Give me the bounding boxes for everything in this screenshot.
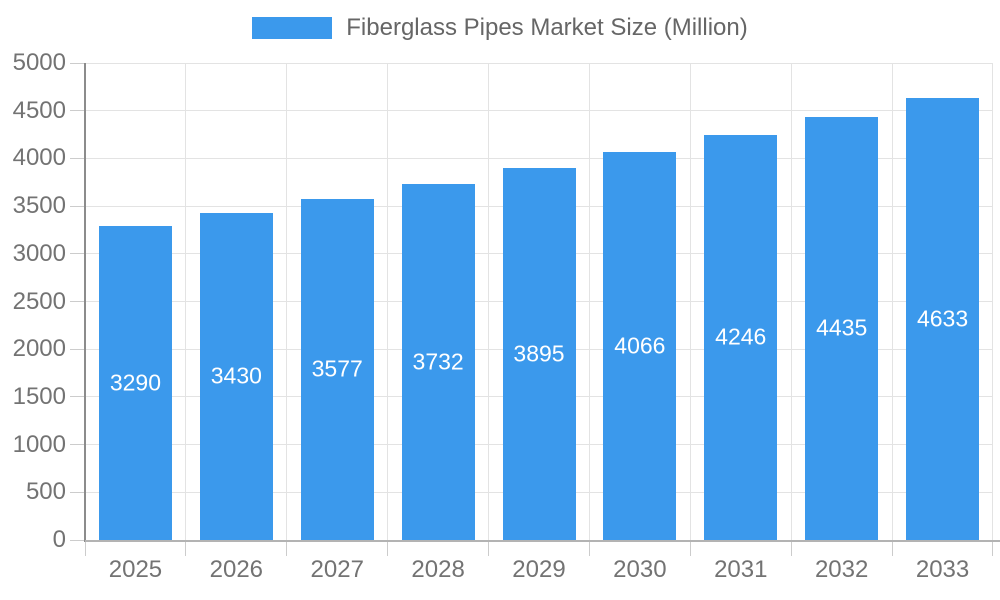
bar-value-label: 3732 xyxy=(412,348,464,375)
plot-area: 0 500 1000 1500 2000 2500 3000 3500 4000 4500 5000… xyxy=(13,51,993,582)
bar-2028[interactable] xyxy=(401,183,475,540)
y-axis-tick xyxy=(70,396,85,398)
x-axis-tick xyxy=(588,540,590,556)
y-axis-tick xyxy=(70,62,85,64)
y-axis-tick-label: 4000 xyxy=(12,144,66,172)
x-axis-tick-label: 2026 xyxy=(209,556,264,583)
y-axis-tick xyxy=(70,301,85,302)
bar-2027[interactable] xyxy=(300,198,374,540)
y-axis-tick xyxy=(70,491,85,493)
y-axis-tick xyxy=(70,205,85,207)
bar-value-label: 3290 xyxy=(109,369,162,396)
y-axis-line xyxy=(84,63,86,542)
bar-value-label: 4246 xyxy=(715,323,767,350)
y-axis-tick-label: 3000 xyxy=(12,239,66,267)
bar-value-label: 4633 xyxy=(916,305,969,332)
y-axis-tick xyxy=(70,444,85,446)
bar-2031[interactable] xyxy=(704,134,778,540)
y-axis-tick-label: 2500 xyxy=(12,287,66,315)
x-axis-tick xyxy=(790,540,792,556)
x-axis-tick xyxy=(387,540,389,556)
x-axis-tick-label: 2033 xyxy=(915,556,970,583)
bar-value-label: 4435 xyxy=(816,314,868,341)
x-axis-tick-label: 2032 xyxy=(814,556,869,583)
y-axis-tick-label: 1500 xyxy=(12,382,66,410)
bar-2030[interactable] xyxy=(603,152,677,540)
bar-2032[interactable] xyxy=(805,116,879,540)
bar-2025[interactable] xyxy=(98,226,172,540)
legend-label: Fiberglass Pipes Market Size (Million) xyxy=(346,14,748,41)
gridline-vertical xyxy=(387,63,389,540)
bar-2033[interactable] xyxy=(906,98,980,540)
x-axis-line xyxy=(85,540,1000,542)
legend-swatch[interactable] xyxy=(252,17,333,39)
x-axis-tick-label: 2030 xyxy=(613,556,667,583)
bar-2026[interactable] xyxy=(199,212,273,540)
y-axis-tick xyxy=(70,253,85,255)
y-axis-tick-label: 4500 xyxy=(12,96,66,124)
y-axis-tick-label: 2000 xyxy=(12,335,66,363)
bar-value-label: 4066 xyxy=(614,332,666,359)
gridline-horizontal xyxy=(85,110,993,112)
x-axis-tick xyxy=(689,540,691,556)
bar-value-label: 3430 xyxy=(210,362,262,389)
gridline-vertical xyxy=(488,63,490,540)
bar-value-label: 3895 xyxy=(513,340,565,367)
gridline-vertical xyxy=(185,63,187,540)
y-axis-tick xyxy=(70,157,85,159)
y-axis-tick-label: 500 xyxy=(25,478,66,506)
x-axis-tick xyxy=(488,540,490,556)
x-axis-tick-label: 2028 xyxy=(411,556,465,583)
x-axis-tick xyxy=(991,540,993,556)
x-axis-tick-label: 2027 xyxy=(310,556,364,583)
x-axis-tick xyxy=(185,540,187,556)
y-axis-tick xyxy=(70,539,85,541)
x-axis-tick xyxy=(84,540,86,556)
gridline-vertical xyxy=(286,63,288,540)
x-axis-tick xyxy=(891,540,893,556)
gridline-vertical xyxy=(588,63,590,540)
x-axis-tick-label: 2025 xyxy=(108,556,163,583)
y-axis-tick-label: 5000 xyxy=(12,49,66,76)
y-axis-tick xyxy=(70,110,85,112)
x-axis-tick-label: 2029 xyxy=(512,556,566,583)
gridline-vertical xyxy=(891,63,893,540)
y-axis-tick-label: 1000 xyxy=(12,430,66,458)
x-axis-tick xyxy=(286,540,288,556)
legend[interactable]: Fiberglass Pipes Market Size (Million) xyxy=(0,14,1000,42)
gridline-horizontal xyxy=(85,62,993,64)
y-axis-tick xyxy=(70,348,85,350)
bar-value-label: 3577 xyxy=(311,355,363,382)
gridline-vertical xyxy=(790,63,792,540)
bar-2029[interactable] xyxy=(502,168,576,540)
gridline-vertical xyxy=(689,63,691,540)
y-axis-tick-label: 0 xyxy=(52,526,66,553)
gridline-vertical xyxy=(991,63,993,540)
y-axis-tick-label: 3500 xyxy=(12,192,66,220)
gridline-horizontal xyxy=(85,157,993,159)
x-axis-tick-label: 2031 xyxy=(714,556,768,583)
